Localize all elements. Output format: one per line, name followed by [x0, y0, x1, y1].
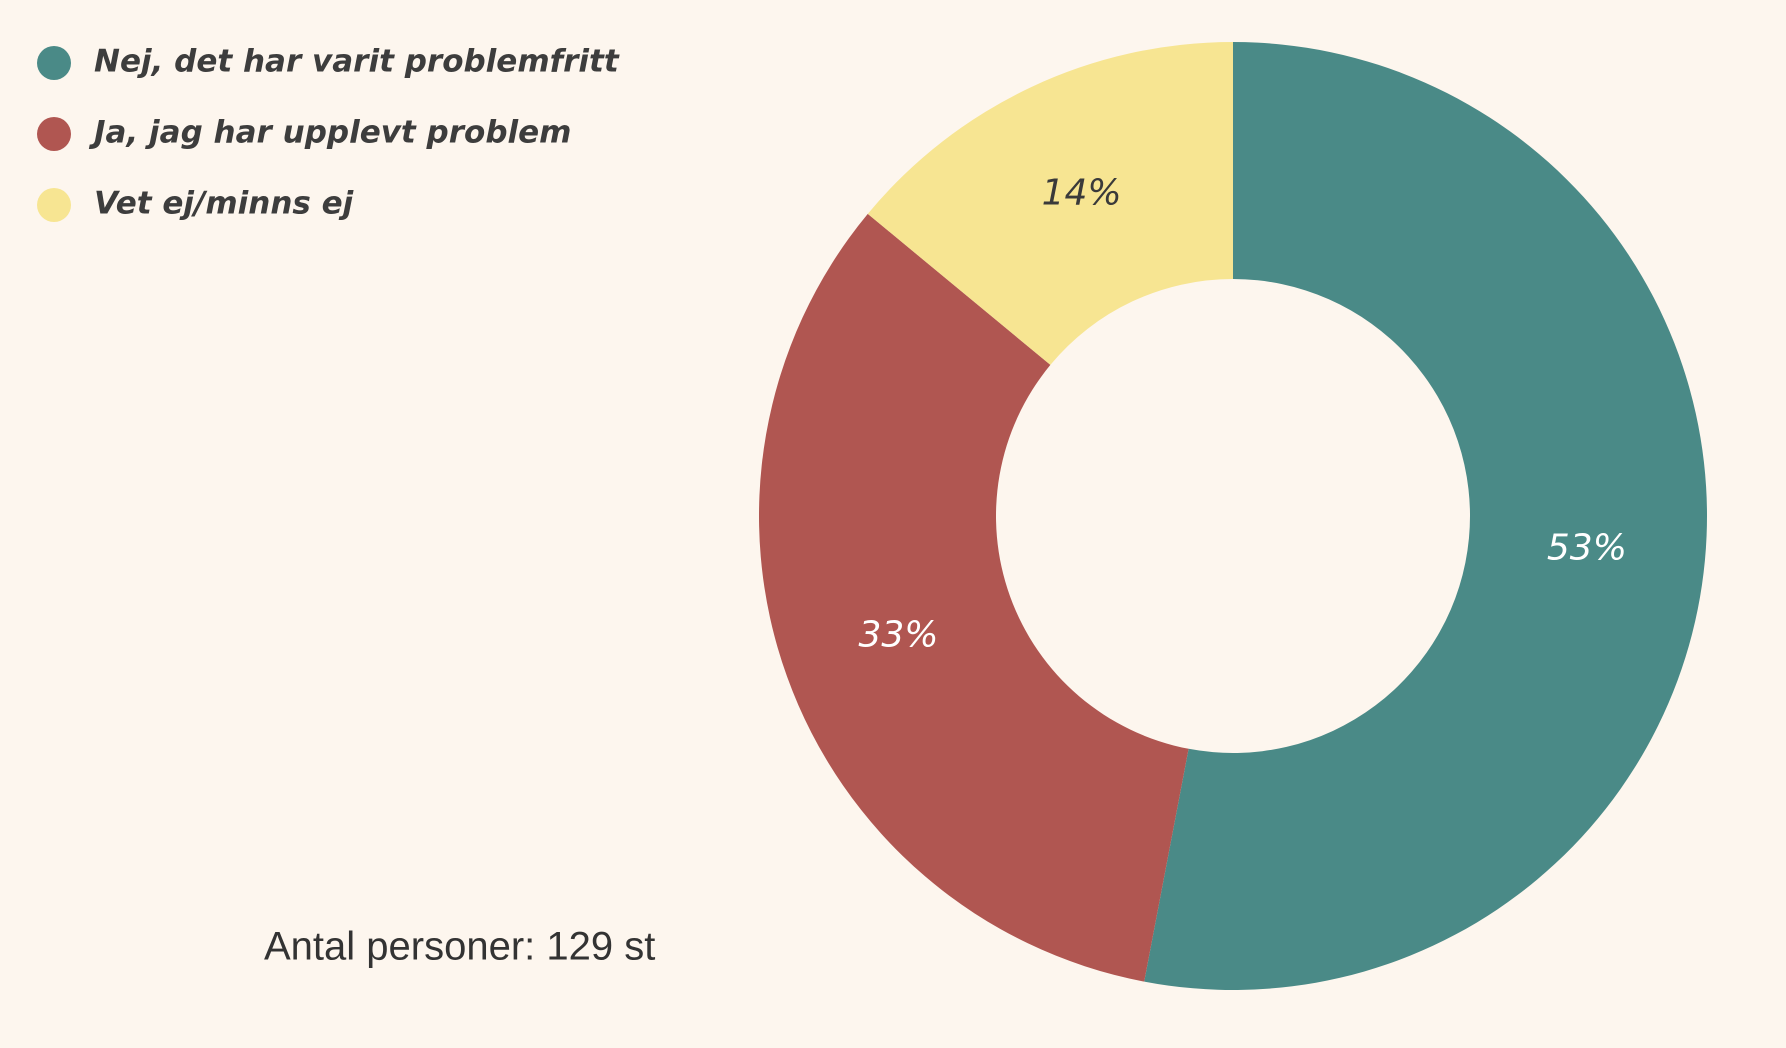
legend-label: Nej, det har varit problemfritt — [94, 44, 620, 80]
donut-slice — [1144, 42, 1708, 990]
note: Antal personer: 129 st — [264, 925, 655, 969]
legend-marker — [37, 46, 71, 80]
legend-marker — [37, 117, 71, 151]
slice-label: 33% — [859, 614, 939, 655]
legend-label: Ja, jag har upplevt problem — [88, 115, 571, 151]
donut-slice — [759, 213, 1189, 982]
legend-marker — [37, 188, 71, 222]
slice-label: 53% — [1547, 527, 1627, 568]
donut-slice — [867, 42, 1233, 365]
legend-label: Vet ej/minns ej — [94, 186, 354, 222]
slice-label: 14% — [1042, 172, 1122, 213]
